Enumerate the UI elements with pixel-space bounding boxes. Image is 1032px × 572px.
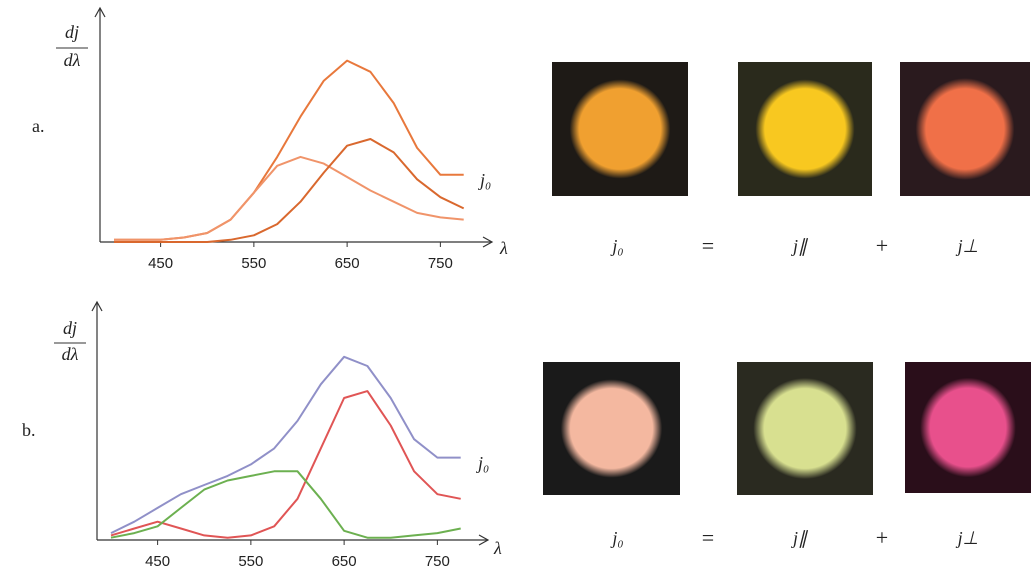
y-label: dλ xyxy=(64,50,81,70)
spectrum-line xyxy=(111,391,461,538)
x-label: λ xyxy=(499,238,508,258)
equation-term: = xyxy=(702,525,714,550)
equation-term: + xyxy=(876,525,888,550)
x-tick-label: 750 xyxy=(428,255,453,272)
x-tick-label: 450 xyxy=(148,255,173,272)
swatch xyxy=(738,62,872,196)
swatch xyxy=(900,62,1030,196)
x-tick-label: 650 xyxy=(332,553,357,570)
x-label: λ xyxy=(493,538,502,558)
series-label: j₀ xyxy=(478,170,491,190)
equation-term: + xyxy=(876,233,888,258)
y-label: dj xyxy=(63,318,77,338)
y-label: dλ xyxy=(62,344,79,364)
y-label: dj xyxy=(65,22,79,42)
series-label: j₀ xyxy=(476,453,489,473)
equation-term: j∥ xyxy=(791,236,809,256)
spectrum-line xyxy=(114,139,464,242)
x-tick-label: 550 xyxy=(241,255,266,272)
swatch xyxy=(905,362,1031,493)
spectrum-line xyxy=(111,357,461,533)
spectrum-line xyxy=(114,157,464,240)
x-tick-label: 750 xyxy=(425,553,450,570)
equation-term: j₀ xyxy=(610,236,623,256)
swatch xyxy=(552,62,688,196)
figure: 450 550 650 750 j₀ a. dj dλ λ j₀ = j∥ + j⊥ 450 550 650 75… xyxy=(0,0,1032,572)
panel-label: b. xyxy=(22,420,36,440)
equation-term: j⊥ xyxy=(956,528,979,548)
panel-label: a. xyxy=(32,116,45,136)
swatch xyxy=(737,362,873,495)
swatch xyxy=(543,362,680,495)
x-tick-label: 450 xyxy=(145,553,170,570)
equation-term: j⊥ xyxy=(956,236,979,256)
x-tick-label: 650 xyxy=(335,255,360,272)
equation-term: j∥ xyxy=(791,528,809,548)
equation-term: j₀ xyxy=(610,528,623,548)
equation-term: = xyxy=(702,233,714,258)
x-tick-label: 550 xyxy=(238,553,263,570)
